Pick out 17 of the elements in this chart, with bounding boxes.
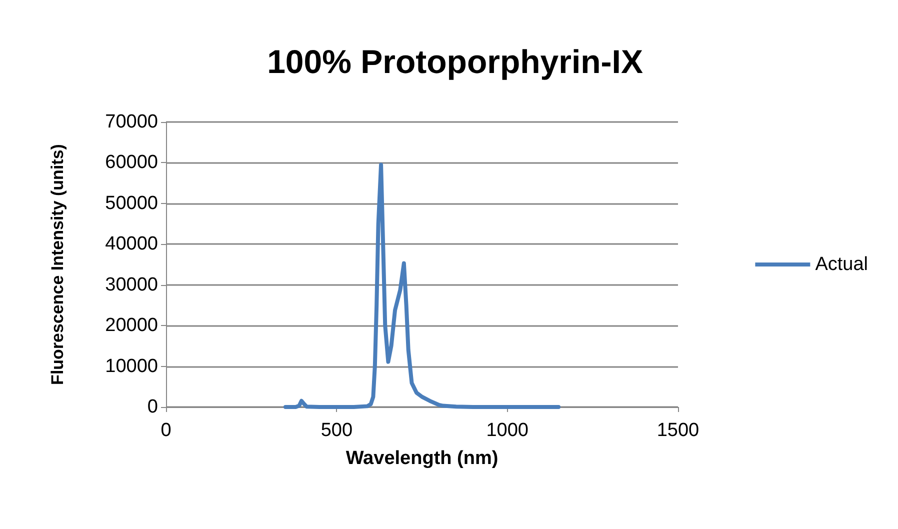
y-tick-label: 60000	[105, 152, 158, 174]
x-tick-label: 0	[160, 420, 172, 441]
chart-title: 100% Protoporphyrin-IX	[267, 43, 643, 80]
y-axis-title: Fluorescence Intensity (units)	[48, 144, 67, 385]
legend-label: Actual	[815, 254, 868, 275]
y-tick-label: 10000	[105, 356, 158, 377]
y-tick-label: 30000	[105, 274, 158, 296]
y-tick-label: 70000	[105, 112, 158, 132]
x-axis-title: Wavelength (nm)	[346, 448, 498, 469]
x-tick-label: 500	[320, 420, 353, 441]
x-tick-label: 1000	[486, 420, 528, 441]
line-series	[283, 162, 561, 409]
y-tick-label: 20000	[105, 315, 158, 336]
y-tick-label: 40000	[105, 234, 158, 255]
y-tick-label: 0	[147, 396, 158, 418]
x-tick-label: 1500	[656, 420, 700, 441]
y-tick-label: 50000	[105, 192, 158, 214]
